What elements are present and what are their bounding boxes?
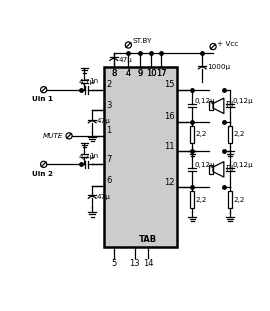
Text: 10: 10 [146,69,157,78]
Text: 2,2: 2,2 [195,131,207,137]
Text: 4: 4 [126,69,131,78]
Text: 10: 10 [146,69,157,78]
Text: 6: 6 [106,176,112,185]
Text: 47µ: 47µ [97,194,111,200]
Text: 3: 3 [106,101,112,110]
Text: 17: 17 [156,69,167,78]
Text: ST.BY: ST.BY [133,38,152,44]
Bar [190,191,194,208]
Bar [190,126,194,143]
Text: 16: 16 [164,112,175,121]
Text: 11: 11 [164,142,175,151]
Polygon shape [213,98,224,114]
Bar [228,126,232,143]
Text: 0,12µ: 0,12µ [232,162,253,168]
Text: TAB: TAB [139,235,157,244]
Text: 1000µ: 1000µ [207,64,230,70]
Text: 2: 2 [106,80,111,89]
Text: 5: 5 [111,259,116,268]
Text: 2,2: 2,2 [233,197,245,203]
Text: 7: 7 [106,155,112,164]
Text: 0,12µ: 0,12µ [195,162,215,168]
Text: 13: 13 [129,259,140,268]
Text: 2,2: 2,2 [233,131,245,137]
Text: 9: 9 [137,69,143,78]
Text: 9: 9 [137,69,143,78]
Text: 4,7µ: 4,7µ [78,154,94,160]
Text: 0,12µ: 0,12µ [195,98,215,104]
Text: 2,2: 2,2 [195,197,207,203]
Text: Uin 1: Uin 1 [32,96,53,102]
Text: 8: 8 [111,69,116,78]
Text: 14: 14 [143,259,154,268]
Text: 1: 1 [106,126,111,135]
Text: 47µ: 47µ [119,58,133,63]
Text: 1n: 1n [89,78,98,84]
Text: 4: 4 [126,69,131,78]
Polygon shape [213,162,224,177]
Bar [209,101,213,110]
Text: 15: 15 [164,80,175,89]
Text: 47µ: 47µ [97,118,111,124]
Bar [209,165,213,174]
Text: RL: RL [225,101,236,110]
Bar [228,191,232,208]
Text: 4,7µ: 4,7µ [78,79,94,85]
Text: Uin 2: Uin 2 [32,170,53,177]
Text: 17: 17 [156,69,167,78]
Text: RL: RL [225,165,236,174]
Text: + Vcc: + Vcc [217,41,238,47]
Text: 8: 8 [111,69,116,78]
Text: MUTE: MUTE [43,133,64,139]
Text: 1n: 1n [89,153,98,159]
Text: 0,12µ: 0,12µ [232,98,253,104]
Bar [104,67,177,247]
Text: 12: 12 [164,178,175,187]
